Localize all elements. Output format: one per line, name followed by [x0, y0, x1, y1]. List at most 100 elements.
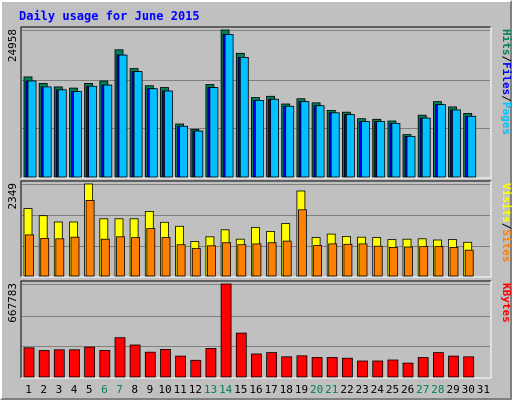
bar-pages-day-3 [57, 89, 67, 178]
bar-sites-day-29 [449, 246, 459, 277]
legend-separator: / [500, 95, 512, 102]
bar-pages-day-5 [88, 85, 97, 178]
bar-pages-day-1 [27, 80, 37, 178]
bar-kbytes-day-21 [326, 357, 338, 378]
bar-kbytes-day-16 [250, 353, 262, 378]
day-label-17: 17 [265, 383, 278, 396]
bar-sites-day-2 [40, 237, 50, 277]
panel-3: 667783 KBytes [6, 280, 512, 379]
day-label-31: 31 [477, 383, 490, 396]
bar-pages-day-25 [391, 123, 401, 178]
day-label-9: 9 [147, 383, 154, 396]
bar-sites-day-6 [100, 238, 110, 277]
day-label-10: 10 [158, 383, 171, 396]
plot-border-dark [20, 180, 491, 277]
chart-title: Daily usage for June 2015 [19, 9, 200, 23]
plot-border-dark [20, 26, 491, 178]
day-label-25: 25 [386, 383, 399, 396]
day-label-1: 1 [25, 383, 32, 396]
legend-visits: Visits [500, 183, 512, 223]
legend-text: KBytes [500, 283, 512, 323]
bar-pages-day-22 [345, 114, 355, 178]
day-label-16: 16 [249, 383, 262, 396]
panel-legend: Hits/Files/Pages [500, 29, 512, 135]
bar-kbytes-day-4 [69, 349, 80, 378]
bar-sites-day-7 [116, 236, 125, 277]
bar-sites-day-16 [252, 243, 262, 277]
panel-max-label: 2349 [6, 183, 19, 210]
bar-pages-day-20 [315, 105, 325, 178]
day-label-20: 20 [310, 383, 323, 396]
bar-pages-day-23 [361, 121, 370, 178]
bar-kbytes-day-19 [296, 355, 308, 378]
bar-pages-day-4 [73, 91, 82, 178]
panel-max-label: 24958 [6, 29, 19, 62]
day-label-22: 22 [340, 383, 353, 396]
bar-kbytes-day-12 [190, 359, 202, 378]
day-label-12: 12 [189, 383, 202, 396]
bar-sites-day-30 [464, 249, 474, 277]
bar-kbytes-day-18 [281, 356, 293, 378]
day-label-30: 30 [462, 383, 475, 396]
day-label-19: 19 [295, 383, 308, 396]
bar-sites-day-18 [282, 240, 292, 277]
bar-kbytes-day-17 [266, 352, 278, 378]
plot-border-light [21, 281, 492, 379]
bar-pages-day-18 [285, 105, 295, 178]
bar-kbytes-day-24 [372, 360, 384, 378]
bar-sites-day-14 [222, 242, 232, 277]
bar-kbytes-day-3 [53, 349, 65, 378]
day-label-5: 5 [86, 383, 93, 396]
bar-kbytes-day-9 [144, 351, 156, 378]
bar-sites-day-21 [328, 243, 338, 277]
day-label-7: 7 [116, 383, 123, 396]
bar-kbytes-day-25 [387, 359, 399, 378]
bar-sites-day-13 [206, 245, 216, 277]
legend-files: Files [500, 62, 512, 95]
day-label-15: 15 [234, 383, 247, 396]
bar-kbytes-day-2 [38, 350, 50, 378]
bar-kbytes-day-30 [463, 356, 475, 378]
day-label-8: 8 [131, 383, 138, 396]
day-label-24: 24 [371, 383, 385, 396]
bar-pages-day-2 [42, 86, 52, 178]
day-label-21: 21 [325, 383, 338, 396]
bar-kbytes-day-11 [175, 355, 187, 378]
bar-pages-day-11 [179, 125, 189, 178]
bar-sites-day-20 [313, 245, 323, 277]
bar-pages-day-29 [452, 109, 461, 178]
bar-kbytes-day-6 [99, 350, 111, 378]
bar-pages-day-10 [164, 90, 173, 178]
bar-pages-day-12 [194, 130, 204, 178]
bar-kbytes-day-1 [23, 347, 35, 378]
bar-kbytes-day-8 [129, 344, 141, 378]
bar-pages-day-13 [209, 87, 219, 178]
legend-sites: Sites [500, 229, 512, 262]
plot-border-light [21, 181, 492, 278]
bar-pages-day-28 [436, 104, 446, 178]
legend-kbytes: KBytes [500, 283, 512, 323]
bar-pages-day-24 [376, 121, 386, 178]
bar-kbytes-day-22 [341, 357, 353, 378]
plot-border-dark [20, 280, 491, 378]
bar-sites-day-28 [434, 246, 444, 277]
panel-2: 2349 Visits/Sites [6, 180, 512, 278]
bar-pages-day-26 [406, 135, 416, 178]
day-label-3: 3 [56, 383, 63, 396]
bar-sites-day-22 [343, 243, 353, 277]
bar-sites-day-4 [70, 236, 80, 277]
bar-pages-day-27 [421, 117, 431, 178]
bar-kbytes-day-15 [235, 332, 247, 378]
bar-sites-day-5 [85, 199, 95, 277]
bar-sites-day-8 [131, 237, 141, 277]
bar-pages-day-17 [270, 98, 280, 178]
day-label-18: 18 [280, 383, 293, 396]
day-label-13: 13 [204, 383, 217, 396]
panel-max-label: 667783 [6, 283, 19, 323]
bar-sites-day-12 [191, 248, 201, 277]
bar-kbytes-day-29 [448, 355, 459, 378]
bar-sites-day-15 [237, 244, 247, 277]
bar-sites-day-26 [404, 246, 413, 277]
bar-sites-day-9 [146, 228, 156, 277]
bar-pages-day-8 [133, 71, 143, 178]
